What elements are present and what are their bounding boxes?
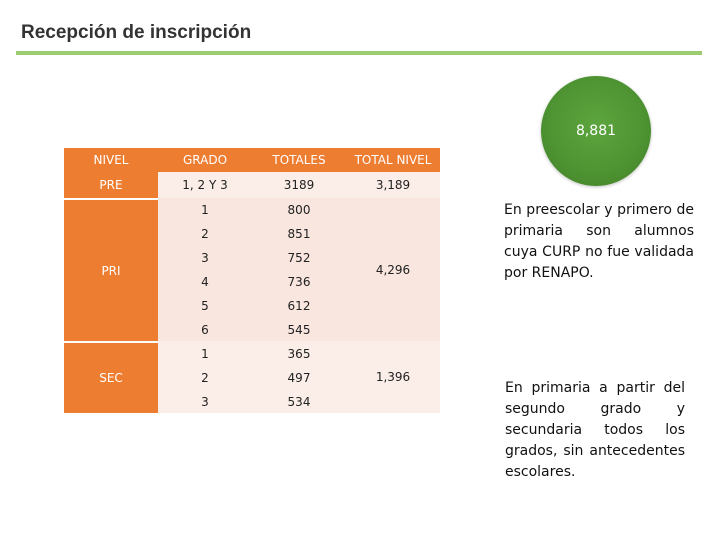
note-preescolar: En preescolar y primero de primaria son … [504,202,694,281]
grado-cell: 1 [201,347,209,361]
level-total-pri: 4,296 [375,262,411,277]
level-total-sec: 1,396 [375,370,411,384]
grado-cell: 3 [201,251,209,265]
total-value: 8,881 [575,123,617,139]
grado-cell: 1, 2 Y 3 [182,178,228,192]
level-total-pre: 3,189 [375,178,411,192]
total-cell: 612 [287,299,311,313]
pri-band [158,198,440,341]
total-cell: 365 [287,347,311,361]
total-cell: 736 [287,275,311,289]
total-cell: 3189 [283,178,315,192]
header-grado: GRADO [158,148,252,172]
total-cell: 800 [287,203,311,217]
total-circle: 8,881 [541,76,651,186]
total-cell: 545 [287,323,311,337]
total-cell: 752 [287,251,311,265]
level-pri: PRI [64,198,158,341]
total-cell: 534 [287,395,311,409]
level-pre: PRE [64,172,158,198]
grado-cell: 4 [201,275,209,289]
title-underline [16,51,702,55]
header-nivel: NIVEL [64,148,158,172]
grado-cell: 2 [201,227,209,241]
grado-cell: 3 [201,395,209,409]
level-sec: SEC [64,341,158,413]
header-total-nivel: TOTAL NIVEL [346,148,440,172]
grado-cell: 5 [201,299,209,313]
header-totales: TOTALES [252,148,346,172]
note-primaria: En primaria a partir del segundo grado y… [505,380,685,480]
page-title: Recepción de inscripción [21,22,252,43]
pre-band [158,172,440,198]
total-cell: 497 [287,371,311,385]
grado-cell: 2 [201,371,209,385]
grado-cell: 6 [201,323,209,337]
sec-band [158,341,440,413]
total-cell: 851 [287,227,311,241]
grado-cell: 1 [201,203,209,217]
